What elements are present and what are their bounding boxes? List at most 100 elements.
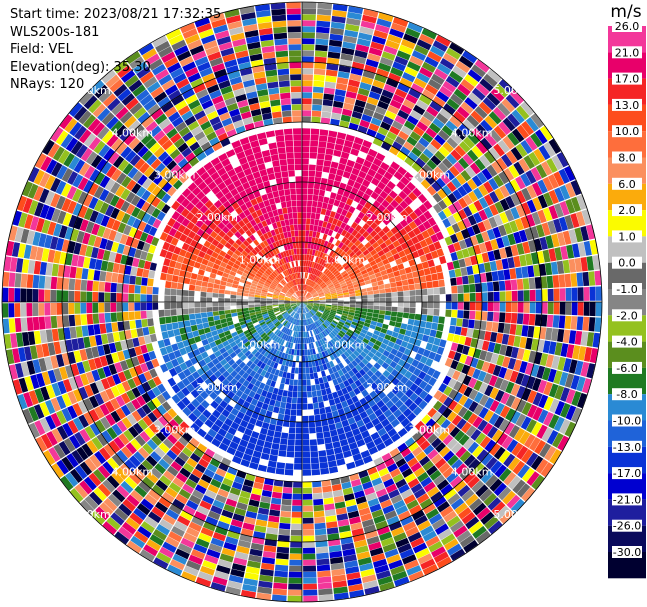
velocity-cell: [379, 302, 386, 307]
velocity-cell: [45, 206, 56, 221]
velocity-cell: [260, 495, 272, 504]
velocity-cell: [432, 315, 439, 323]
velocity-cell: [312, 292, 318, 296]
velocity-cell: [510, 312, 518, 324]
velocity-cell: [207, 428, 218, 438]
velocity-cell: [358, 507, 371, 516]
velocity-cell: [501, 98, 515, 113]
velocity-cell: [438, 393, 448, 404]
velocity-cell: [83, 336, 91, 349]
velocity-cell: [243, 257, 251, 264]
velocity-cell: [391, 296, 398, 302]
velocity-cell: [104, 204, 115, 217]
velocity-cell: [288, 316, 293, 322]
velocity-cell: [374, 272, 382, 278]
velocity-cell: [425, 274, 432, 282]
velocity-cell: [422, 163, 433, 175]
velocity-cell: [302, 302, 308, 305]
velocity-cell: [460, 327, 468, 337]
velocity-cell: [381, 323, 389, 330]
velocity-cell: [219, 347, 227, 355]
velocity-cell: [359, 198, 367, 207]
velocity-cell: [288, 348, 293, 355]
velocity-cell: [341, 353, 348, 360]
velocity-cell: [207, 510, 221, 521]
velocity-cell: [325, 75, 337, 83]
velocity-cell: [565, 302, 572, 315]
velocity-cell: [207, 261, 215, 268]
velocity-cell: [530, 455, 544, 471]
velocity-cell: [403, 348, 412, 356]
velocity-cell: [427, 302, 434, 309]
velocity-cell: [522, 278, 530, 290]
velocity-cell: [525, 117, 539, 132]
velocity-cell: [137, 419, 149, 431]
velocity-cell: [130, 535, 146, 549]
velocity-cell: [225, 313, 232, 319]
velocity-cell: [148, 326, 156, 335]
velocity-cell: [100, 416, 111, 430]
velocity-cell: [492, 226, 502, 239]
velocity-cell: [197, 181, 208, 191]
velocity-cell: [342, 272, 349, 278]
velocity-cell: [83, 95, 98, 110]
velocity-cell: [457, 197, 468, 209]
velocity-cell: [257, 317, 264, 322]
velocity-cell: [332, 100, 344, 109]
velocity-cell: [275, 287, 282, 292]
velocity-cell: [450, 342, 459, 352]
velocity-cell: [140, 133, 153, 146]
velocity-cell: [45, 399, 56, 415]
velocity-cell: [115, 407, 126, 420]
velocity-cell: [547, 288, 554, 301]
velocity-cell: [312, 293, 318, 297]
velocity-cell: [105, 239, 114, 251]
velocity-cell: [317, 153, 325, 160]
velocity-cell: [186, 560, 201, 571]
velocity-cell: [302, 379, 307, 386]
velocity-cell: [537, 179, 548, 194]
velocity-cell: [317, 238, 323, 245]
velocity-cell: [321, 202, 328, 210]
velocity-cell: [363, 322, 371, 328]
velocity-cell: [333, 180, 341, 188]
velocity-cell: [435, 264, 443, 273]
velocity-cell: [564, 214, 574, 230]
velocity-cell: [64, 118, 78, 133]
velocity-cell: [322, 394, 329, 402]
velocity-cell: [268, 311, 274, 315]
velocity-cell: [353, 350, 360, 357]
velocity-cell: [450, 93, 464, 106]
velocity-cell: [378, 284, 385, 290]
velocity-cell: [345, 499, 357, 507]
velocity-cell: [468, 401, 479, 413]
velocity-cell: [588, 271, 596, 286]
velocity-cell: [311, 110, 322, 117]
velocity-cell: [177, 276, 185, 284]
velocity-cell: [126, 389, 136, 401]
velocity-cell: [263, 272, 270, 278]
velocity-cell: [315, 327, 320, 334]
velocity-cell: [222, 257, 230, 264]
velocity-cell: [484, 397, 495, 410]
velocity-cell: [329, 223, 336, 231]
velocity-cell: [511, 128, 525, 143]
velocity-cell: [291, 505, 302, 512]
velocity-cell: [63, 327, 71, 340]
velocity-cell: [164, 302, 171, 310]
velocity-cell: [214, 319, 221, 326]
velocity-cell: [26, 274, 34, 288]
velocity-cell: [433, 308, 440, 316]
velocity-cell: [290, 529, 302, 536]
velocity-cell: [428, 377, 437, 387]
velocity-cell: [282, 420, 290, 428]
velocity-cell: [239, 490, 251, 499]
velocity-cell: [384, 263, 392, 270]
velocity-cell: [296, 299, 302, 302]
velocity-cell: [417, 269, 425, 277]
velocity-cell: [455, 463, 468, 476]
velocity-cell: [237, 425, 246, 434]
velocity-cell: [324, 320, 330, 326]
velocity-cell: [284, 378, 290, 385]
velocity-cell: [362, 373, 371, 381]
